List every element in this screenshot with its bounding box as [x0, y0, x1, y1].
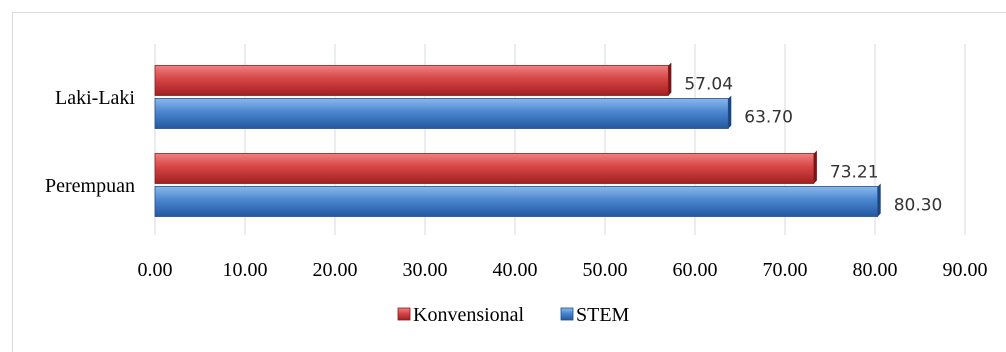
legend-label: Konvensional — [413, 304, 525, 326]
legend-swatch-konvensional — [397, 307, 411, 321]
data-labels: 57.04 63.70 73.21 80.30 — [684, 75, 942, 216]
data-label: 63.70 — [744, 108, 793, 128]
x-tick-label: 10.00 — [223, 259, 268, 281]
x-tick-label: 20.00 — [313, 259, 358, 281]
data-label: 73.21 — [830, 163, 879, 183]
x-tick-label: 40.00 — [493, 259, 538, 281]
category-label: Laki-Laki — [55, 87, 135, 109]
legend-swatch-stem — [560, 307, 574, 321]
x-tick-label: 60.00 — [673, 259, 718, 281]
data-label: 80.30 — [894, 196, 943, 216]
x-tick-label: 30.00 — [403, 259, 448, 281]
bar-side — [813, 150, 817, 184]
bar-konvensional — [154, 65, 669, 96]
x-tick-label: 90.00 — [943, 259, 988, 281]
x-tick-label: 70.00 — [763, 259, 808, 281]
chart-frame — [12, 12, 1006, 352]
x-tick-label: 80.00 — [853, 259, 898, 281]
bar-stem — [154, 98, 729, 129]
category-label: Perempuan — [45, 175, 135, 197]
legend: Konvensional STEM — [397, 304, 630, 326]
bar-side — [668, 62, 672, 96]
legend-label: STEM — [576, 304, 630, 326]
bar-stem — [154, 186, 879, 217]
bars — [154, 62, 881, 217]
x-tick-label: 50.00 — [583, 259, 628, 281]
bar-konvensional — [154, 153, 815, 184]
bar-side — [728, 95, 732, 129]
x-tick-label: 0.00 — [138, 259, 173, 281]
axes: 0.00 10.00 20.00 30.00 40.00 50.00 60.00 70.00 8… — [45, 87, 987, 281]
data-label: 57.04 — [684, 75, 733, 95]
bar-side — [877, 183, 881, 217]
